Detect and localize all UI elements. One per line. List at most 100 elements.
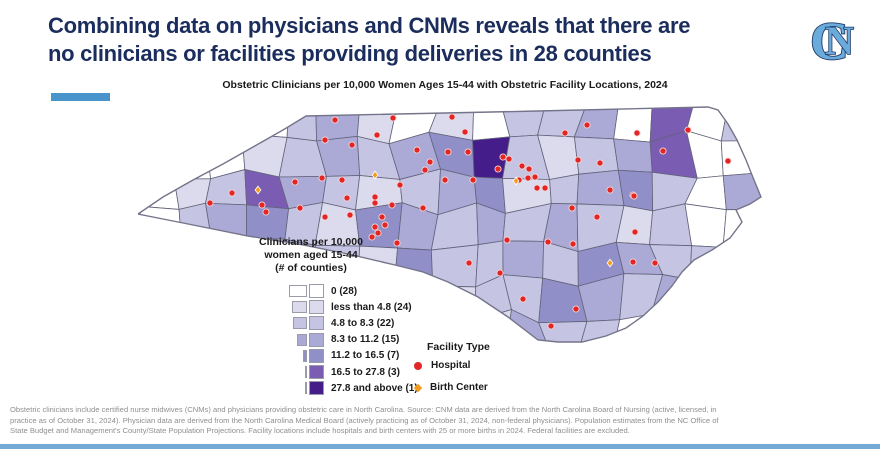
legend-title-line3: (# of counties): [275, 262, 347, 274]
county-cell: [138, 141, 175, 180]
county-cell: [613, 138, 653, 173]
hospital-dot: [499, 153, 507, 161]
county-cell: [689, 245, 725, 284]
facility-row-birth-center: Birth Center: [413, 378, 490, 397]
hospital-dot: [630, 192, 638, 200]
choropleth-map-svg: [136, 106, 762, 343]
legend-count-bar: [302, 349, 307, 362]
hospital-dot: [596, 159, 604, 167]
hospital-dot: [291, 178, 299, 186]
legend-title-line1: Clinicians per 10,000: [259, 236, 363, 248]
facility-type-label: Hospital: [431, 360, 471, 371]
facility-legend-rows: Hospital Birth Center: [413, 356, 490, 397]
legend-count-bar: [292, 317, 307, 330]
legend-count-bar: [305, 382, 307, 395]
facility-type-label: Birth Center: [430, 382, 488, 393]
legend-class-label: 0 (28): [331, 285, 358, 297]
logo-letter-n: N: [825, 18, 854, 63]
legend-count-bar: [291, 301, 307, 314]
county-cell: [138, 107, 175, 143]
hospital-dot: [413, 146, 421, 154]
hospital-dot: [388, 201, 396, 209]
hospital-dot: [371, 193, 379, 201]
hospital-dot: [426, 158, 434, 166]
hospital-dot: [461, 128, 469, 136]
hospital-dot: [633, 129, 641, 137]
county-cell: [472, 107, 511, 141]
county-cells: [138, 107, 761, 342]
county-cell: [210, 312, 252, 342]
hospital-dot: [574, 156, 582, 164]
hospital-dot: [321, 136, 329, 144]
county-cell: [684, 203, 727, 248]
unc-interlocking-nc-logo: C N: [809, 10, 855, 68]
hospital-dot: [368, 233, 376, 241]
footnote-line1: Obstetric clinicians include certified n…: [10, 405, 717, 414]
hospital-dot: [373, 131, 381, 139]
hospital-dot: [444, 148, 452, 156]
county-cell: [173, 107, 206, 143]
legend-count-bar: [297, 333, 307, 346]
hospital-dot: [296, 204, 304, 212]
hospital-dot: [583, 121, 591, 129]
hospital-dot: [465, 259, 473, 267]
county-cell: [241, 107, 290, 138]
hospital-dot: [378, 213, 386, 221]
hospital-dot: [606, 186, 614, 194]
hospital-dot: [651, 259, 659, 267]
legend-color-swatch: [309, 381, 324, 396]
hospital-dot: [519, 295, 527, 303]
county-cell: [549, 173, 580, 205]
hospital-dot: [396, 181, 404, 189]
hospital-dot: [524, 174, 532, 182]
hospital-dot: [338, 176, 346, 184]
county-cell: [140, 166, 180, 210]
choropleth-legend-title: Clinicians per 10,000 women aged 15-44 (…: [250, 236, 372, 275]
hospital-dot: [348, 141, 356, 149]
county-cell: [138, 316, 182, 342]
legend-class-label: 4.8 to 8.3 (22): [331, 317, 395, 329]
facility-row-hospital: Hospital: [414, 356, 490, 375]
hospital-dot: [533, 184, 541, 192]
facility-legend: Facility Type Hospital Birth Center: [413, 341, 490, 397]
hospital-dot: [469, 176, 477, 184]
footnote-line3: State Budget and Management's County/Sta…: [10, 426, 630, 436]
legend-class-label: 8.3 to 11.2 (15): [331, 334, 400, 346]
legend-color-swatch: [309, 284, 324, 299]
county-cell: [169, 276, 219, 318]
county-cell: [689, 309, 730, 342]
hospital-dot: [441, 176, 449, 184]
hospital-dot: [381, 221, 389, 229]
choropleth-legend-rows: 0 (28) less than 4.8 (24) 4.8 to 8.3 (22) 8…: [250, 283, 440, 396]
legend-count-bar: [289, 285, 307, 298]
hospital-dot: [389, 114, 397, 122]
birth-center-diamond: [512, 176, 520, 186]
hospital-dot: [525, 165, 533, 173]
county-cell: [617, 169, 654, 212]
legend-row-1: less than 4.8 (24): [250, 299, 440, 315]
county-cell: [138, 239, 182, 283]
county-cell: [170, 316, 219, 342]
legend-color-swatch: [309, 348, 324, 363]
birth-center-marker-icon: [413, 383, 423, 392]
hospital-dot: [629, 258, 637, 266]
slide-title-line2: no clinicians or facilities providing de…: [48, 41, 652, 66]
choropleth-legend: Clinicians per 10,000 women aged 15-44 (…: [250, 236, 440, 396]
hospital-dot: [541, 184, 549, 192]
hospital-dot: [393, 239, 401, 247]
county-cell: [169, 239, 216, 279]
hospital-dot: [421, 166, 429, 174]
hospital-dot: [503, 236, 511, 244]
hospital-dot: [724, 157, 732, 165]
hospital-dot: [331, 116, 339, 124]
county-cell: [727, 309, 761, 342]
county-cell: [502, 240, 545, 279]
county-cell: [538, 321, 588, 342]
legend-row-6: 27.8 and above (1): [250, 380, 440, 396]
legend-row-4: 11.2 to 16.5 (7): [250, 348, 440, 364]
legend-row-2: 4.8 to 8.3 (22): [250, 315, 440, 331]
hospital-dot: [496, 269, 504, 277]
hospital-dot: [518, 162, 526, 170]
county-cell: [722, 209, 761, 248]
legend-color-swatch: [309, 365, 324, 380]
